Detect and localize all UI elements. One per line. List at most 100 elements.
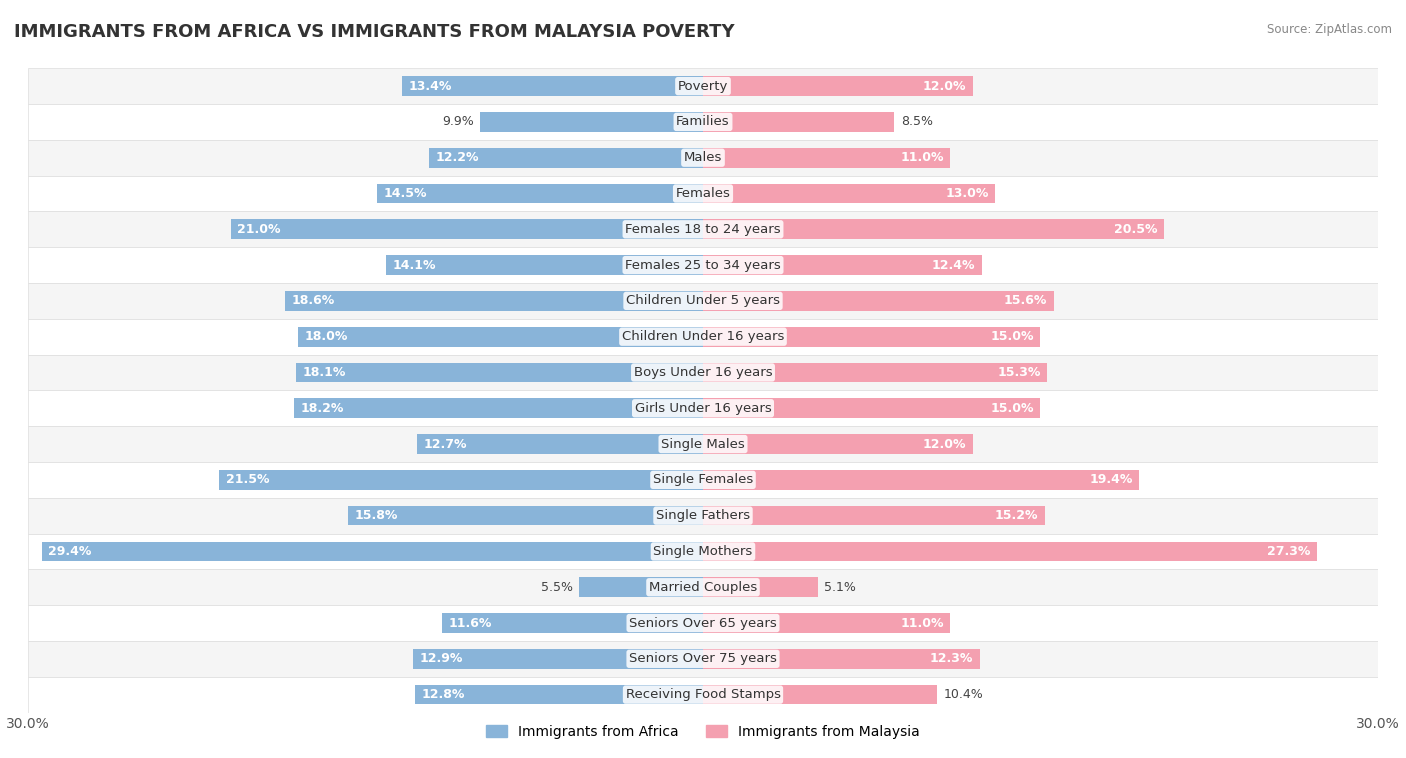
Bar <box>703 112 894 132</box>
Text: 12.7%: 12.7% <box>425 437 468 450</box>
Bar <box>28 176 1378 211</box>
Bar <box>703 684 936 704</box>
Text: 13.0%: 13.0% <box>945 187 988 200</box>
Text: 12.8%: 12.8% <box>422 688 465 701</box>
Text: Single Mothers: Single Mothers <box>654 545 752 558</box>
Text: Females 18 to 24 years: Females 18 to 24 years <box>626 223 780 236</box>
Bar <box>298 327 703 346</box>
Text: 5.5%: 5.5% <box>540 581 572 594</box>
Bar <box>347 506 703 525</box>
Text: 9.9%: 9.9% <box>441 115 474 128</box>
Text: 10.4%: 10.4% <box>943 688 983 701</box>
Bar <box>703 399 1040 418</box>
Text: 15.0%: 15.0% <box>990 402 1033 415</box>
Bar <box>703 220 1164 239</box>
Bar <box>703 255 981 275</box>
Bar <box>28 462 1378 498</box>
Text: 13.4%: 13.4% <box>408 80 451 92</box>
Bar <box>28 677 1378 713</box>
Text: 15.8%: 15.8% <box>354 509 398 522</box>
Bar <box>28 641 1378 677</box>
Legend: Immigrants from Africa, Immigrants from Malaysia: Immigrants from Africa, Immigrants from … <box>481 719 925 744</box>
Bar <box>295 362 703 382</box>
Text: 12.9%: 12.9% <box>419 653 463 666</box>
Bar <box>219 470 703 490</box>
Bar <box>28 426 1378 462</box>
Text: Married Couples: Married Couples <box>650 581 756 594</box>
Text: Families: Families <box>676 115 730 128</box>
Text: Receiving Food Stamps: Receiving Food Stamps <box>626 688 780 701</box>
Text: 11.0%: 11.0% <box>900 616 943 630</box>
Text: Seniors Over 65 years: Seniors Over 65 years <box>628 616 778 630</box>
Text: Single Males: Single Males <box>661 437 745 450</box>
Text: Males: Males <box>683 151 723 164</box>
Bar <box>703 291 1054 311</box>
Text: Children Under 5 years: Children Under 5 years <box>626 294 780 308</box>
Bar <box>415 684 703 704</box>
Bar <box>28 605 1378 641</box>
Text: 18.6%: 18.6% <box>291 294 335 308</box>
Bar <box>42 542 703 561</box>
Text: 8.5%: 8.5% <box>901 115 934 128</box>
Text: IMMIGRANTS FROM AFRICA VS IMMIGRANTS FROM MALAYSIA POVERTY: IMMIGRANTS FROM AFRICA VS IMMIGRANTS FRO… <box>14 23 735 41</box>
Bar <box>703 613 950 633</box>
Text: 18.1%: 18.1% <box>302 366 346 379</box>
Bar <box>703 148 950 168</box>
Bar <box>441 613 703 633</box>
Text: Females: Females <box>675 187 731 200</box>
Bar <box>703 434 973 454</box>
Text: 21.5%: 21.5% <box>226 473 270 487</box>
Bar <box>703 327 1040 346</box>
Bar <box>703 362 1047 382</box>
Bar <box>579 578 703 597</box>
Text: 12.4%: 12.4% <box>932 258 976 271</box>
Text: Single Females: Single Females <box>652 473 754 487</box>
Bar <box>28 139 1378 176</box>
Bar <box>28 211 1378 247</box>
Text: Females 25 to 34 years: Females 25 to 34 years <box>626 258 780 271</box>
Bar <box>703 77 973 96</box>
Text: Boys Under 16 years: Boys Under 16 years <box>634 366 772 379</box>
Text: 29.4%: 29.4% <box>48 545 91 558</box>
Text: Seniors Over 75 years: Seniors Over 75 years <box>628 653 778 666</box>
Text: 18.0%: 18.0% <box>305 330 349 343</box>
Text: 19.4%: 19.4% <box>1090 473 1133 487</box>
Bar <box>28 569 1378 605</box>
Text: 12.0%: 12.0% <box>922 80 966 92</box>
Bar <box>28 390 1378 426</box>
Text: 12.0%: 12.0% <box>922 437 966 450</box>
Bar <box>28 319 1378 355</box>
Bar <box>703 506 1045 525</box>
Text: Source: ZipAtlas.com: Source: ZipAtlas.com <box>1267 23 1392 36</box>
Bar <box>429 148 703 168</box>
Text: 11.6%: 11.6% <box>449 616 492 630</box>
Text: 27.3%: 27.3% <box>1267 545 1310 558</box>
Text: 18.2%: 18.2% <box>301 402 343 415</box>
Bar <box>28 68 1378 104</box>
Bar <box>413 649 703 669</box>
Text: 15.2%: 15.2% <box>994 509 1038 522</box>
Text: 14.5%: 14.5% <box>384 187 427 200</box>
Text: 12.2%: 12.2% <box>436 151 479 164</box>
Bar <box>28 104 1378 139</box>
Bar <box>385 255 703 275</box>
Text: 14.1%: 14.1% <box>392 258 436 271</box>
Bar <box>28 355 1378 390</box>
Bar <box>703 470 1139 490</box>
Bar <box>28 498 1378 534</box>
Bar <box>284 291 703 311</box>
Text: 15.0%: 15.0% <box>990 330 1033 343</box>
Text: 12.3%: 12.3% <box>929 653 973 666</box>
Text: Single Fathers: Single Fathers <box>657 509 749 522</box>
Text: 15.3%: 15.3% <box>997 366 1040 379</box>
Bar <box>28 283 1378 319</box>
Text: 11.0%: 11.0% <box>900 151 943 164</box>
Text: 20.5%: 20.5% <box>1114 223 1157 236</box>
Bar <box>703 542 1317 561</box>
Text: 5.1%: 5.1% <box>824 581 856 594</box>
Bar <box>418 434 703 454</box>
Text: 21.0%: 21.0% <box>238 223 281 236</box>
Bar <box>28 247 1378 283</box>
Bar <box>703 578 818 597</box>
Bar <box>294 399 703 418</box>
